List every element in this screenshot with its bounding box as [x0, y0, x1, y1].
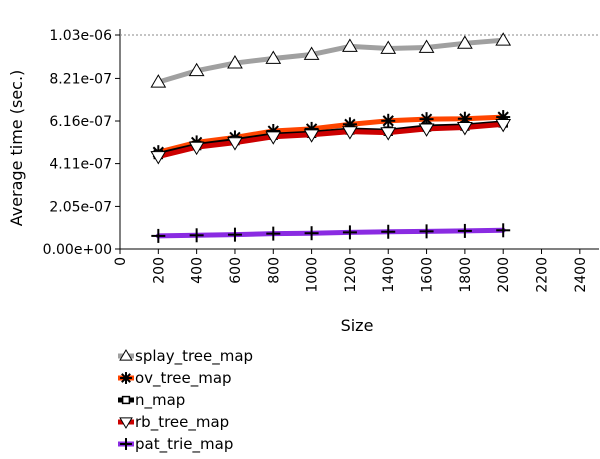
series-rb_tree_map [150, 118, 512, 165]
data-point [304, 226, 319, 241]
data-point [121, 395, 131, 405]
legend-item: n_map [118, 391, 185, 410]
legend-item: pat_trie_map [118, 435, 233, 454]
x-tick-label: 1600 [420, 257, 436, 293]
series-line [155, 121, 506, 160]
x-tick-label: 200 [151, 257, 167, 284]
legend-item: ov_tree_map [118, 369, 232, 388]
y-tick-label: 8.21e-07 [49, 71, 112, 87]
data-point [419, 224, 434, 239]
data-point [496, 223, 511, 238]
data-point [120, 438, 132, 450]
data-point [380, 40, 397, 54]
y-tick-label: 6.16e-07 [49, 114, 112, 130]
y-tick-label: 1.03e-06 [49, 28, 112, 44]
data-point [342, 126, 358, 140]
x-tick-label: 1000 [305, 257, 321, 293]
legend-item: rb_tree_map [118, 413, 229, 432]
x-tick-label: 2400 [573, 257, 589, 293]
legend-label: n_map [135, 391, 185, 410]
x-tick-label: 1400 [381, 257, 397, 293]
x-tick-label: 1800 [458, 257, 474, 293]
series-line [155, 227, 506, 239]
data-point [381, 224, 396, 239]
data-point [495, 32, 512, 46]
data-point [495, 118, 512, 133]
y-tick-label: 4.11e-07 [49, 157, 112, 173]
legend-item: splay_tree_map [118, 347, 253, 366]
x-tick-label: 1200 [343, 257, 359, 293]
data-point [227, 137, 243, 151]
data-point [151, 228, 166, 243]
series-line [155, 37, 506, 85]
y-axis-title: Average time (sec.) [7, 70, 26, 227]
x-tick-label: 800 [266, 257, 282, 284]
x-tick-label: 600 [228, 257, 244, 284]
data-point [120, 372, 132, 384]
series-splay_tree_map [150, 32, 512, 88]
data-point [457, 122, 473, 136]
data-point [418, 39, 435, 53]
y-tick-label: 2.05e-07 [49, 199, 112, 215]
data-point [189, 228, 204, 243]
data-point [266, 226, 281, 241]
data-point [119, 349, 133, 361]
tick-labels: 0.00e+00 2.05e-07 4.11e-07 6.16e-07 8.21e-07… [43, 28, 589, 293]
x-tick-label: 2200 [535, 257, 551, 293]
x-tick-label: 2000 [496, 257, 512, 293]
data-point [381, 113, 396, 128]
legend-label: ov_tree_map [135, 369, 232, 388]
data-point [119, 417, 133, 429]
legend: splay_tree_map ov_tree_map n_map rb_tree_ma… [118, 347, 253, 454]
data-point [227, 227, 242, 242]
data-point [150, 151, 167, 165]
axes [115, 29, 599, 254]
y-tick-label: 0.00e+00 [43, 242, 112, 258]
data-point [227, 55, 243, 69]
x-tick-label: 400 [190, 257, 206, 284]
x-axis-title: Size [341, 316, 374, 335]
data-point [303, 46, 320, 60]
data-point [265, 131, 282, 145]
data-point [418, 123, 435, 137]
legend-label: splay_tree_map [135, 347, 253, 366]
data-point [303, 129, 320, 143]
legend-label: pat_trie_map [135, 435, 233, 454]
data-point [380, 127, 397, 141]
data-point [457, 223, 472, 238]
data-point [188, 141, 205, 156]
x-tick-label: 0 [113, 257, 129, 266]
data-point [342, 225, 357, 240]
series-line [155, 114, 506, 155]
legend-label: rb_tree_map [135, 413, 229, 432]
data-point [150, 74, 167, 88]
data-point [457, 35, 473, 49]
data-point [342, 38, 358, 52]
series-pat_trie_map [151, 223, 511, 243]
data-point [265, 50, 282, 64]
series-layer [150, 32, 512, 243]
data-point [188, 62, 205, 77]
